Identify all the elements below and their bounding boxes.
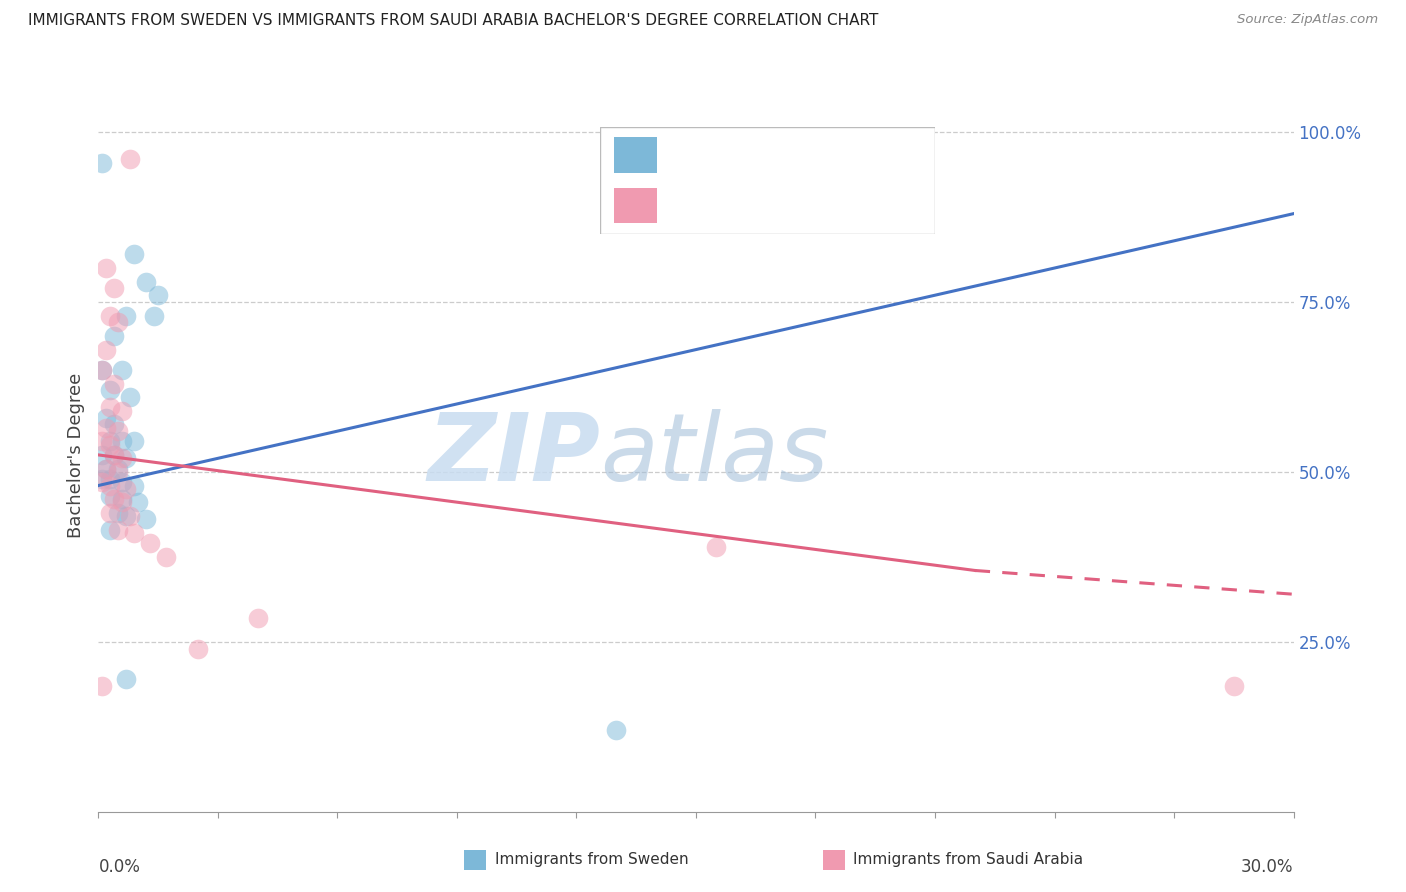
Text: 30.0%: 30.0% (1241, 858, 1294, 876)
Y-axis label: Bachelor's Degree: Bachelor's Degree (66, 372, 84, 538)
Point (103, 376, 125, 391)
Point (124, 247, 146, 261)
Text: IMMIGRANTS FROM SWEDEN VS IMMIGRANTS FROM SAUDI ARABIA BACHELOR'S DEGREE CORRELA: IMMIGRANTS FROM SWEDEN VS IMMIGRANTS FRO… (28, 13, 879, 29)
Point (100, 478, 122, 492)
Point (96, 461, 118, 475)
Point (704, 540, 727, 554)
Point (124, 526, 146, 541)
Point (135, 512, 157, 526)
Point (107, 506, 129, 520)
Point (103, 329, 125, 343)
Point (100, 384, 122, 398)
Point (91, 363, 114, 377)
Point (91, 475, 114, 489)
Point (103, 417, 125, 432)
Point (115, 309, 138, 323)
Point (1222, 679, 1246, 693)
Point (107, 465, 129, 479)
Point (120, 153, 142, 167)
Point (91, 155, 114, 169)
Point (107, 424, 129, 438)
Point (127, 495, 149, 509)
Text: 0.0%: 0.0% (98, 858, 141, 876)
Point (115, 451, 138, 466)
Point (246, 611, 269, 625)
Point (100, 472, 122, 486)
Point (91, 472, 114, 486)
Point (96, 410, 118, 425)
Point (111, 495, 134, 509)
Point (100, 309, 122, 323)
Point (91, 448, 114, 462)
Point (91, 363, 114, 377)
Point (120, 509, 142, 524)
Point (115, 672, 138, 686)
Point (103, 492, 125, 507)
Point (115, 482, 138, 496)
Point (107, 523, 129, 537)
Point (111, 475, 134, 489)
Text: Immigrants from Saudi Arabia: Immigrants from Saudi Arabia (853, 853, 1084, 867)
Point (120, 390, 142, 404)
Point (111, 451, 134, 466)
Point (111, 492, 134, 507)
Point (91, 434, 114, 449)
Point (135, 275, 157, 289)
Point (91, 679, 114, 693)
Point (107, 461, 129, 475)
Point (100, 401, 122, 415)
Point (100, 434, 122, 449)
Point (111, 403, 134, 417)
Text: Source: ZipAtlas.com: Source: ZipAtlas.com (1237, 13, 1378, 27)
Point (100, 523, 122, 537)
Point (155, 549, 177, 564)
Point (187, 641, 209, 656)
Point (148, 288, 170, 302)
Point (111, 363, 134, 377)
Point (115, 509, 138, 524)
Text: atlas: atlas (600, 409, 828, 500)
Point (100, 489, 122, 503)
Text: ZIP: ZIP (427, 409, 600, 501)
Point (96, 343, 118, 357)
Point (96, 260, 118, 275)
Point (103, 281, 125, 295)
Point (139, 536, 162, 550)
Point (124, 478, 146, 492)
Point (96, 421, 118, 435)
Point (96, 461, 118, 475)
Point (107, 315, 129, 329)
Point (143, 309, 166, 323)
Point (100, 506, 122, 520)
Point (111, 434, 134, 449)
Point (100, 438, 122, 452)
Text: Immigrants from Sweden: Immigrants from Sweden (495, 853, 689, 867)
Point (605, 723, 627, 738)
Point (124, 434, 146, 449)
Point (103, 448, 125, 462)
Point (103, 448, 125, 462)
